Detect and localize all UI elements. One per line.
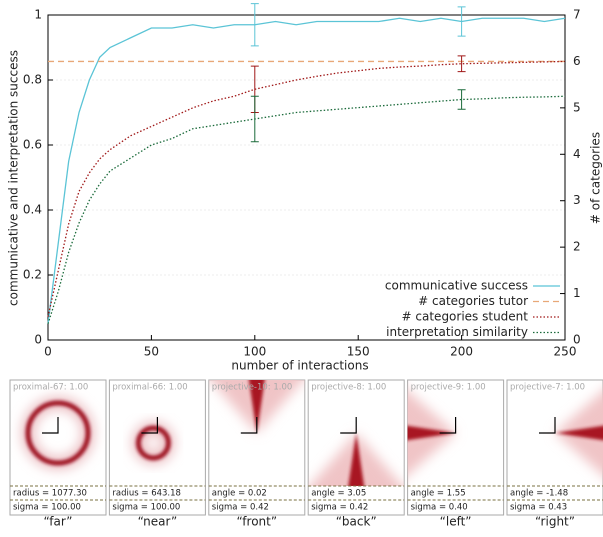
- panel-header: projective-9: 1.00: [411, 383, 486, 393]
- y-tick-label: 0.6: [23, 138, 42, 152]
- panel-sigma: sigma = 0.43: [510, 503, 567, 513]
- panel-image: [22, 397, 94, 469]
- y2-tick-label: 3: [573, 193, 581, 207]
- y-tick-label: 0.4: [23, 203, 42, 217]
- panel-sigma: sigma = 0.42: [311, 503, 368, 513]
- panel: projective-10: 1.00 angle = 0.02 sigma = 0…: [208, 379, 306, 529]
- panel-param: radius = 1077.30: [13, 489, 87, 499]
- y2-axis-label: # of categories: [589, 132, 603, 224]
- panel-image: [132, 417, 175, 464]
- crosshair: [141, 417, 158, 434]
- panel-caption: “near”: [138, 515, 178, 529]
- panel-image: [210, 380, 304, 434]
- y-axis-label: communicative and interpretation success: [7, 50, 21, 306]
- x-tick-label: 50: [144, 345, 159, 359]
- panel-param: angle = 0.02: [212, 489, 267, 499]
- y-tick-label: 1: [34, 8, 42, 22]
- error-bar: [250, 3, 259, 47]
- error-bar: [457, 89, 466, 110]
- panel-caption: “left”: [440, 515, 472, 529]
- panel-param: angle = 1.55: [411, 489, 466, 499]
- panel-image: [539, 391, 603, 475]
- legend-label: # categories tutor: [418, 294, 528, 308]
- panel-header: projective-8: 1.00: [311, 383, 386, 393]
- panel: projective-7: 1.00 angle = -1.48 sigma = 0…: [506, 379, 603, 529]
- legend-label: # categories student: [402, 310, 529, 324]
- panel-image: [407, 391, 457, 475]
- plot-frame: [47, 14, 566, 341]
- error-bar: [250, 95, 259, 143]
- panel-sigma: sigma = 0.42: [212, 503, 269, 513]
- crosshair: [439, 417, 457, 434]
- series-line: [47, 60, 566, 317]
- crosshair: [539, 417, 556, 434]
- error-bar: [457, 6, 466, 37]
- y2-tick-label: 2: [573, 240, 581, 254]
- y2-tick-label: 0: [573, 333, 581, 347]
- panel-param: radius = 643.18: [112, 489, 181, 499]
- panel-header: projective-7: 1.00: [510, 383, 585, 393]
- x-tick-label: 0: [44, 345, 52, 359]
- series-line: [47, 95, 566, 324]
- series-line: [47, 17, 566, 324]
- y-tick-label: 0.8: [23, 73, 42, 87]
- panel-sigma: sigma = 100.00: [13, 503, 81, 513]
- wedge-core: [348, 433, 365, 486]
- crosshair: [340, 417, 357, 434]
- panel-caption: “back”: [336, 515, 377, 529]
- x-tick-label: 250: [554, 345, 577, 359]
- x-axis-label: number of interactions: [231, 359, 368, 373]
- y2-tick-label: 6: [573, 54, 581, 68]
- crosshair: [42, 417, 59, 434]
- legend-label: communicative success: [385, 279, 528, 293]
- crosshair: [240, 417, 258, 434]
- y2-tick-label: 4: [573, 147, 581, 161]
- x-tick-label: 150: [347, 345, 370, 359]
- panel-bg: [108, 379, 206, 516]
- panel-header: proximal-67: 1.00: [13, 383, 88, 393]
- panel-image: [309, 417, 403, 486]
- y2-tick-label: 1: [573, 286, 581, 300]
- y2-tick-label: 5: [573, 100, 581, 114]
- panel: proximal-67: 1.00 radius = 1077.30 sigma =…: [9, 379, 107, 529]
- panel-caption: “right”: [535, 515, 575, 529]
- panel-sigma: sigma = 0.40: [411, 503, 468, 513]
- wedge-core: [555, 425, 603, 441]
- panel-header: projective-10: 1.00: [212, 383, 292, 393]
- y-tick-label: 0.2: [23, 268, 42, 282]
- y2-tick-label: 7: [573, 8, 581, 22]
- x-tick-label: 200: [450, 345, 473, 359]
- panel-param: angle = 3.05: [311, 489, 366, 499]
- wedge-core: [407, 425, 456, 441]
- panel-header: proximal-66: 1.00: [112, 383, 187, 393]
- panel-caption: “front”: [237, 515, 278, 529]
- x-tick-label: 100: [243, 345, 266, 359]
- ring: [135, 425, 171, 461]
- wedge-core: [248, 380, 265, 433]
- panel: proximal-66: 1.00 radius = 643.18 sigma = …: [108, 379, 206, 529]
- panel-param: angle = -1.48: [510, 489, 568, 499]
- error-bar: [457, 55, 466, 73]
- y-tick-label: 0: [34, 333, 42, 347]
- ring: [25, 400, 91, 466]
- legend-label: interpretation similarity: [386, 325, 528, 339]
- panel-caption: “far”: [43, 515, 72, 529]
- panel-sigma: sigma = 100.00: [112, 503, 180, 513]
- panel: projective-8: 1.00 angle = 3.05 sigma = 0.…: [307, 379, 405, 529]
- panel: projective-9: 1.00 angle = 1.55 sigma = 0.…: [407, 379, 505, 529]
